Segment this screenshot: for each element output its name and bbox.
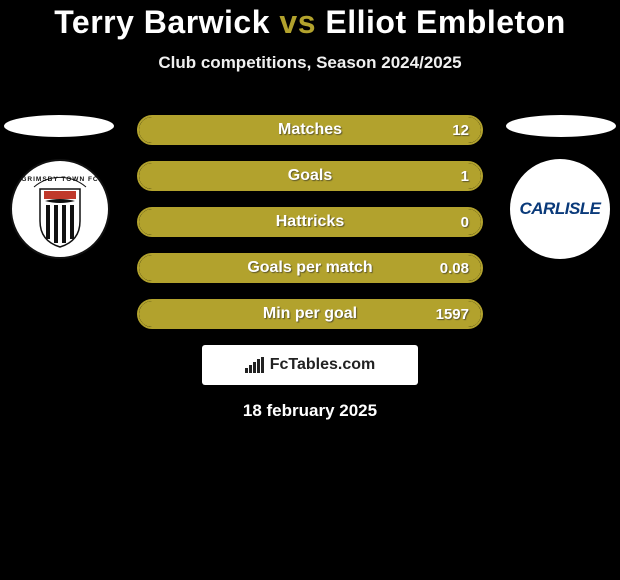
stat-label: Matches (139, 121, 481, 139)
stat-row-hattricks: Hattricks 0 (137, 207, 483, 237)
stat-value: 0.08 (440, 260, 469, 277)
branding-box[interactable]: FcTables.com (202, 345, 418, 385)
grimsby-town-icon: GRIMSBY TOWN FC (10, 159, 110, 259)
subtitle: Club competitions, Season 2024/2025 (0, 53, 620, 73)
stat-row-goals-per-match: Goals per match 0.08 (137, 253, 483, 283)
stat-rows: Matches 12 Goals 1 Hattricks 0 Goals per… (137, 115, 483, 329)
bars-chart-icon (245, 357, 264, 373)
stat-row-goals: Goals 1 (137, 161, 483, 191)
stat-label: Goals per match (139, 259, 481, 277)
stat-row-min-per-goal: Min per goal 1597 (137, 299, 483, 329)
stat-value: 12 (452, 122, 469, 139)
left-ellipse-decor (4, 115, 114, 137)
player2-name: Elliot Embleton (325, 4, 565, 40)
vs-separator: vs (279, 4, 316, 40)
svg-text:GRIMSBY TOWN FC: GRIMSBY TOWN FC (21, 176, 98, 183)
stats-area: GRIMSBY TOWN FC CARLISLE Matches 12 Goa (0, 115, 620, 421)
left-club-badge: GRIMSBY TOWN FC (10, 159, 110, 259)
stat-label: Hattricks (139, 213, 481, 231)
player1-name: Terry Barwick (54, 4, 270, 40)
date-line: 18 february 2025 (0, 401, 620, 421)
stat-value: 1597 (436, 306, 469, 323)
stat-label: Min per goal (139, 305, 481, 323)
stat-row-matches: Matches 12 (137, 115, 483, 145)
branding-text: FcTables.com (270, 356, 376, 374)
stat-label: Goals (139, 167, 481, 185)
carlisle-text: CARLISLE (520, 199, 601, 219)
right-ellipse-decor (506, 115, 616, 137)
stat-value: 0 (461, 214, 469, 231)
comparison-title: Terry Barwick vs Elliot Embleton (0, 4, 620, 41)
right-club-badge: CARLISLE (510, 159, 610, 259)
stat-value: 1 (461, 168, 469, 185)
